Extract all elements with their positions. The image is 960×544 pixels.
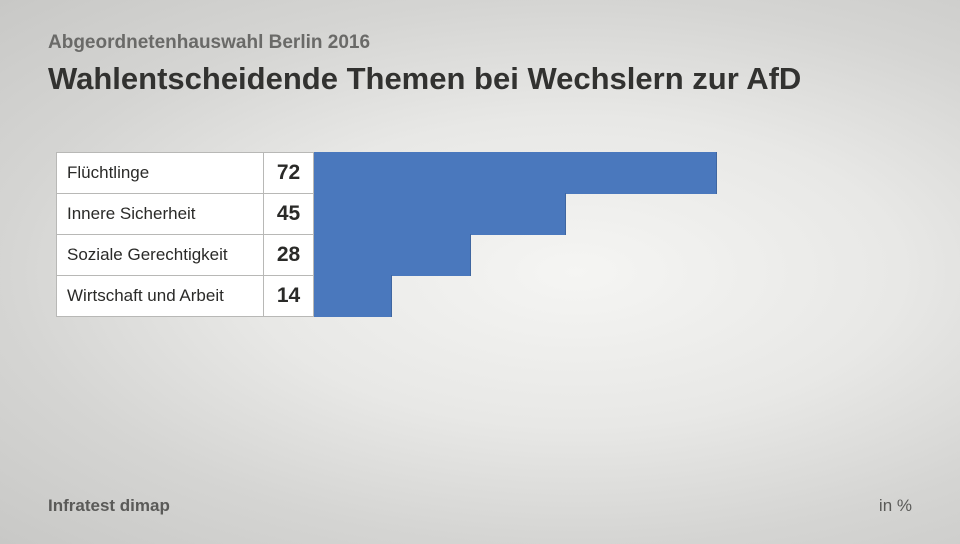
- chart-footer: Infratest dimap in %: [48, 496, 912, 520]
- bar-track: [314, 193, 874, 235]
- chart-title: Wahlentscheidende Themen bei Wechslern z…: [48, 60, 912, 97]
- chart-row: Wirtschaft und Arbeit 14: [56, 275, 912, 317]
- bar: [314, 152, 717, 194]
- value-label: 45: [264, 193, 314, 235]
- chart-row: Soziale Gerechtigkeit 28: [56, 234, 912, 276]
- category-label: Flüchtlinge: [56, 152, 264, 194]
- value-label: 28: [264, 234, 314, 276]
- category-label: Soziale Gerechtigkeit: [56, 234, 264, 276]
- chart-subtitle: Abgeordnetenhauswahl Berlin 2016: [48, 32, 912, 54]
- unit-label: in %: [879, 496, 912, 516]
- bar-track: [314, 152, 874, 194]
- bar: [314, 234, 471, 276]
- chart-row: Flüchtlinge 72: [56, 152, 912, 194]
- bar: [314, 193, 566, 235]
- value-label: 72: [264, 152, 314, 194]
- value-label: 14: [264, 275, 314, 317]
- bar: [314, 275, 392, 317]
- category-label: Wirtschaft und Arbeit: [56, 275, 264, 317]
- bar-track: [314, 234, 874, 276]
- chart-row: Innere Sicherheit 45: [56, 193, 912, 235]
- chart-container: Abgeordnetenhauswahl Berlin 2016 Wahlent…: [0, 0, 960, 544]
- bar-track: [314, 275, 874, 317]
- source-label: Infratest dimap: [48, 496, 170, 516]
- bar-chart: Flüchtlinge 72 Innere Sicherheit 45 Sozi…: [56, 152, 912, 317]
- category-label: Innere Sicherheit: [56, 193, 264, 235]
